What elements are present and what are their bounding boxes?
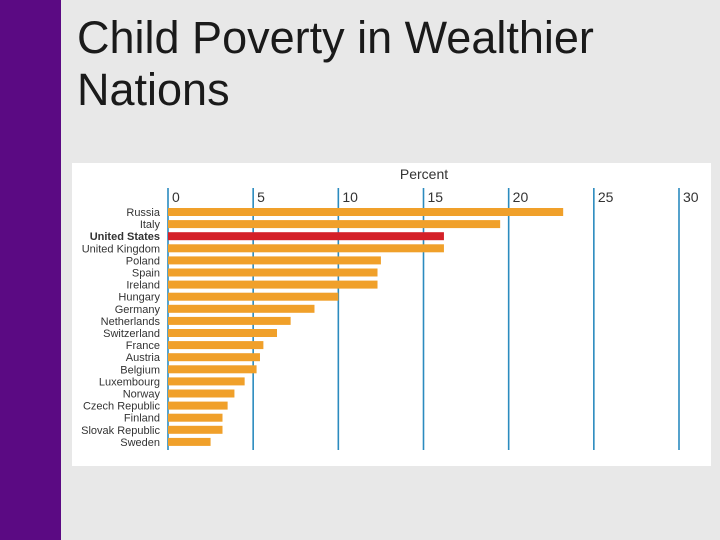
bar-belgium <box>168 365 257 374</box>
x-tick-label: 0 <box>172 189 180 205</box>
category-label: Switzerland <box>103 328 160 340</box>
bar-slovak-republic <box>168 425 223 434</box>
bar-luxembourg <box>168 377 245 386</box>
bars <box>168 208 564 446</box>
category-label: Belgium <box>120 364 160 376</box>
bar-austria <box>168 353 260 362</box>
category-label: Italy <box>140 219 161 231</box>
category-label: Netherlands <box>101 316 161 328</box>
category-label: United States <box>90 231 160 243</box>
bar-france <box>168 341 264 350</box>
category-label: Hungary <box>118 292 160 304</box>
bar-finland <box>168 413 223 422</box>
bar-netherlands <box>168 316 291 325</box>
category-label: Czech Republic <box>83 401 161 413</box>
category-label: Ireland <box>126 280 160 292</box>
accent-bar <box>0 0 61 540</box>
bar-united-kingdom <box>168 244 444 253</box>
category-label: United Kingdom <box>82 243 160 255</box>
category-label: Russia <box>126 207 161 219</box>
bar-ireland <box>168 280 378 289</box>
category-label: Spain <box>132 268 160 280</box>
x-axis-title: Percent <box>400 166 448 182</box>
category-label: Norway <box>123 389 161 401</box>
category-label: Finland <box>124 413 160 425</box>
x-tick-label: 25 <box>598 189 614 205</box>
bar-united-states <box>168 232 444 241</box>
bar-russia <box>168 208 564 216</box>
bar-switzerland <box>168 329 278 337</box>
category-label: Slovak Republic <box>81 425 160 437</box>
category-label: Luxembourg <box>99 376 160 388</box>
gridlines <box>167 188 680 450</box>
category-label: France <box>126 340 160 352</box>
bar-italy <box>168 220 501 229</box>
bar-sweden <box>168 437 211 446</box>
bar-poland <box>168 256 381 265</box>
category-label: Austria <box>126 352 161 364</box>
bar-czech-republic <box>168 401 228 410</box>
x-tick-label: 20 <box>513 189 529 205</box>
slide-title: Child Poverty in Wealthier Nations <box>77 12 594 115</box>
category-label: Germany <box>115 304 161 316</box>
category-label: Poland <box>126 255 160 267</box>
x-tick-label: 10 <box>342 189 358 205</box>
bar-hungary <box>168 292 339 301</box>
bar-norway <box>168 389 235 398</box>
chart-panel: Percent 0 5 10 15 20 25 30 Russia Italy United S… <box>72 163 711 466</box>
x-tick-label: 5 <box>257 189 265 205</box>
x-tick-labels: 0 5 10 15 20 25 30 <box>172 189 699 205</box>
x-tick-label: 15 <box>428 189 444 205</box>
x-tick-label: 30 <box>683 189 699 205</box>
bar-germany <box>168 304 315 313</box>
bar-spain <box>168 268 378 277</box>
category-label: Sweden <box>120 437 160 449</box>
